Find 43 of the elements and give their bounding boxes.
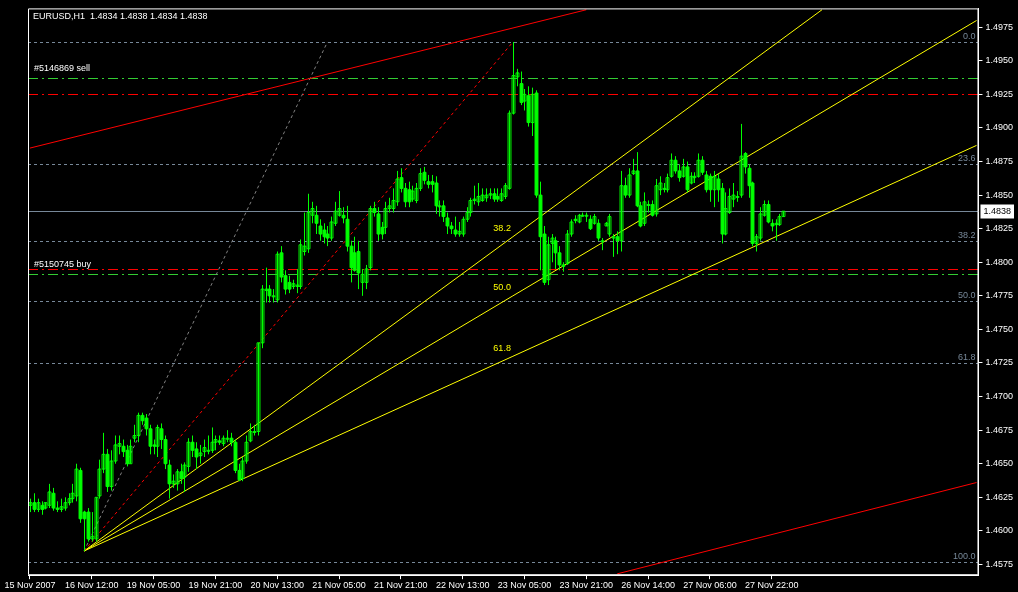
y-tick-label: 1.4650 bbox=[985, 458, 1013, 469]
x-tick-label: 23 Nov 21:00 bbox=[559, 580, 614, 591]
y-tick-label: 1.4575 bbox=[985, 558, 1013, 569]
y-tick-label: 1.4825 bbox=[985, 223, 1013, 234]
series-label: 38.2 bbox=[493, 223, 511, 234]
y-tick-label: 1.4725 bbox=[985, 357, 1013, 368]
y-tick-label: 1.4925 bbox=[985, 88, 1013, 99]
series-label: 61.8 bbox=[493, 342, 511, 353]
x-tick-label: 27 Nov 06:00 bbox=[683, 580, 737, 591]
x-tick-label: 16 Nov 12:00 bbox=[64, 580, 119, 591]
y-tick-label: 1.4975 bbox=[985, 21, 1013, 32]
y-tick-label: 1.4675 bbox=[985, 424, 1013, 435]
y-tick-label: 1.4900 bbox=[985, 122, 1013, 133]
x-tick-label: 22 Nov 13:00 bbox=[435, 580, 490, 591]
ref-line-label: 1.4838 bbox=[983, 205, 1011, 216]
y-tick-label: 1.4600 bbox=[985, 525, 1013, 536]
x-tick-label: 23 Nov 05:00 bbox=[497, 580, 552, 591]
ref-line-label: #5146869 sell bbox=[34, 63, 91, 74]
x-tick-label: 19 Nov 21:00 bbox=[188, 580, 243, 591]
annotation: 100.0 bbox=[952, 550, 976, 561]
annotation: 61.8 bbox=[957, 351, 976, 362]
x-tick-label: 19 Nov 05:00 bbox=[126, 580, 181, 591]
x-tick-label: 26 Nov 14:00 bbox=[621, 580, 675, 591]
annotation: 50.0 bbox=[957, 290, 976, 301]
y-tick-label: 1.4850 bbox=[985, 189, 1013, 200]
series-label: 50.0 bbox=[493, 282, 511, 293]
y-tick-label: 1.4875 bbox=[985, 156, 1013, 166]
y-tick-label: 1.4950 bbox=[985, 55, 1013, 66]
x-tick-label: 20 Nov 13:00 bbox=[250, 580, 304, 591]
chart-title: EURUSD,H1 1.4834 1.4838 1.4834 1.4838 bbox=[33, 11, 208, 22]
x-tick-label: 27 Nov 22:00 bbox=[744, 580, 799, 591]
y-tick-label: 1.4800 bbox=[985, 256, 1013, 267]
x-tick-label: 21 Nov 21:00 bbox=[374, 580, 428, 591]
y-tick-label: 1.4750 bbox=[985, 323, 1013, 334]
annotation: 38.2 bbox=[957, 229, 976, 240]
annotation: 23.6 bbox=[957, 153, 976, 164]
annotation: 0.0 bbox=[962, 30, 976, 41]
y-tick-label: 1.4625 bbox=[985, 491, 1013, 502]
x-tick-label: 15 Nov 2007 bbox=[4, 580, 56, 591]
y-tick-label: 1.4700 bbox=[985, 391, 1013, 402]
ref-line-label: #5150745 buy bbox=[34, 259, 92, 270]
y-tick-label: 1.4775 bbox=[985, 290, 1013, 301]
x-tick-label: 21 Nov 05:00 bbox=[312, 580, 366, 591]
